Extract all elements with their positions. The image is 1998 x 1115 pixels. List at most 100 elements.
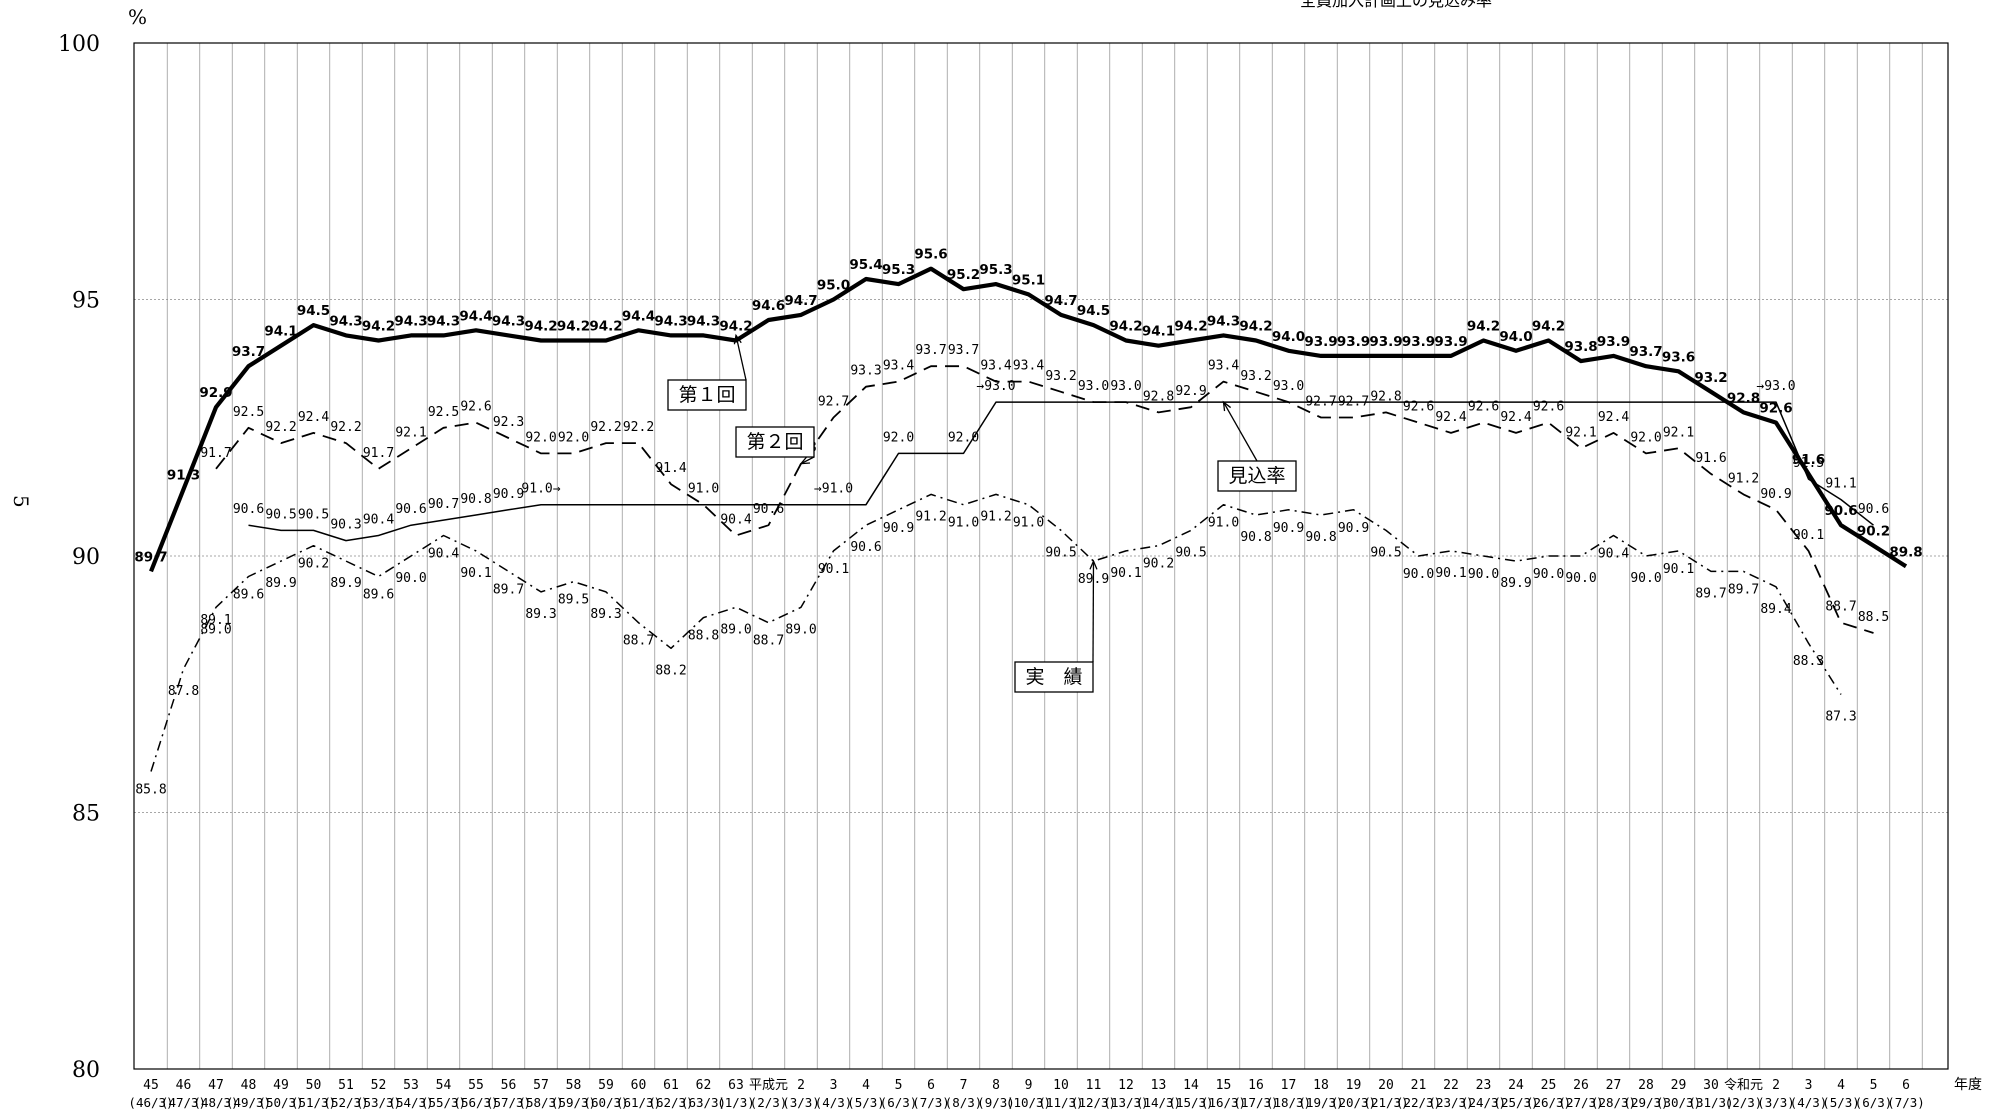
data-label: 92.1 — [1565, 425, 1596, 440]
data-label: 90.1 — [1110, 566, 1141, 581]
data-label: 90.1 — [818, 562, 849, 577]
x-tick-date: (29/3) — [1623, 1095, 1668, 1110]
data-label: 90.9 — [1760, 487, 1791, 502]
x-tick-label: 13 — [1151, 1078, 1167, 1093]
x-tick-label: 45 — [143, 1078, 159, 1093]
data-label: 90.8 — [1240, 530, 1271, 545]
data-label: 94.7 — [1044, 293, 1077, 309]
x-tick-date: (10/3) — [1006, 1095, 1051, 1110]
data-label: 91.0 — [688, 482, 719, 497]
data-label: 90.8 — [1305, 530, 1336, 545]
data-label: →91.0 — [814, 482, 853, 497]
data-label: 91.0→ — [521, 482, 560, 497]
data-label: 95.6 — [914, 247, 947, 263]
data-label: 93.3 — [850, 364, 881, 379]
series-line-dashdot — [150, 493, 1842, 772]
annotation-arrow — [1222, 401, 1258, 462]
data-label: 90.4 — [1598, 546, 1629, 561]
data-label: 94.3 — [1207, 313, 1240, 329]
x-tick-date: (19/3) — [1298, 1095, 1343, 1110]
x-tick-label: 49 — [273, 1078, 289, 1093]
annotation-label: 第１回 — [678, 384, 735, 406]
data-label: 95.3 — [979, 262, 1012, 278]
data-label: 90.4 — [720, 512, 751, 527]
data-label: 92.6 — [1533, 400, 1564, 415]
data-label: 89.0 — [720, 622, 751, 637]
y-axis-label: % — [128, 5, 147, 29]
x-tick-date: (27/3) — [1558, 1095, 1603, 1110]
data-label: 89.9 — [265, 576, 296, 591]
data-label: 90.0 — [1630, 571, 1661, 586]
y-tick-label: 80 — [72, 1058, 100, 1083]
data-label: 88.7 — [753, 634, 784, 649]
x-tick-date: (2/3) — [750, 1095, 788, 1110]
data-label: 88.7 — [623, 634, 654, 649]
x-tick-date: (24/3) — [1461, 1095, 1506, 1110]
data-label: 88.2 — [655, 663, 686, 678]
data-label: 94.2 — [1174, 319, 1207, 335]
data-label: 90.4 — [363, 512, 394, 527]
axes: 80859095100%45(46/3)46(47/3)47(48/3)48(4… — [58, 5, 1982, 1110]
data-label: 90.2 — [298, 557, 329, 572]
x-tick-label: 53 — [403, 1078, 419, 1093]
x-tick-label: 47 — [208, 1078, 224, 1093]
y-tick-label: 95 — [72, 289, 100, 314]
data-label: 94.7 — [784, 293, 817, 309]
x-tick-label: 57 — [533, 1078, 549, 1093]
x-tick-label: 17 — [1281, 1078, 1297, 1093]
x-tick-date: (53/3) — [356, 1095, 401, 1110]
data-label: 89.7 — [1695, 586, 1726, 601]
data-label: 91.5 — [1793, 456, 1824, 471]
data-label: 93.7 — [232, 344, 265, 360]
x-tick-label: 2 — [1772, 1078, 1780, 1093]
data-label: 92.2 — [590, 420, 621, 435]
x-tick-date: (12/3) — [1071, 1095, 1116, 1110]
x-tick-label: 54 — [436, 1078, 452, 1093]
x-tick-label: 30 — [1703, 1078, 1719, 1093]
data-label: 94.1 — [264, 324, 297, 340]
data-label: 93.9 — [1369, 334, 1402, 350]
data-label: 94.5 — [297, 303, 330, 319]
data-label: 92.8 — [1727, 390, 1760, 406]
data-label: 93.9 — [1402, 334, 1435, 350]
data-label: 90.9 — [1273, 521, 1304, 536]
data-label: 94.3 — [329, 313, 362, 329]
x-tick-label: 6 — [927, 1078, 935, 1093]
annotation-arrow — [735, 335, 747, 381]
data-label: 90.9 — [1338, 521, 1369, 536]
data-label: 93.7 — [915, 343, 946, 358]
data-label: 92.3 — [493, 415, 524, 430]
x-tick-label: 46 — [176, 1078, 192, 1093]
y-tick-label: 85 — [72, 802, 100, 827]
x-tick-label: 61 — [663, 1078, 679, 1093]
data-label: 91.3 — [167, 467, 200, 483]
data-label: 94.0 — [1272, 329, 1305, 345]
data-label: 90.2 — [1143, 557, 1174, 572]
data-label: 94.2 — [1239, 319, 1272, 335]
data-label: 92.7 — [818, 394, 849, 409]
x-tick-date: (4/3) — [1790, 1095, 1828, 1110]
data-label: 91.2 — [915, 509, 946, 524]
x-tick-label: 29 — [1671, 1078, 1687, 1093]
data-label: 92.2 — [265, 420, 296, 435]
x-tick-date: (56/3) — [453, 1095, 498, 1110]
data-label: 92.8 — [1143, 389, 1174, 404]
data-label: 91.2 — [1728, 471, 1759, 486]
data-label: 89.9 — [1500, 576, 1531, 591]
x-tick-label: 60 — [631, 1078, 647, 1093]
data-label: 88.7 — [1825, 600, 1856, 615]
data-label: 92.1 — [395, 425, 426, 440]
data-label: 94.4 — [622, 308, 655, 324]
x-tick-date: (26/3) — [1526, 1095, 1571, 1110]
data-label: 90.6 — [233, 502, 264, 517]
data-label: 94.2 — [1109, 319, 1142, 335]
data-label: 94.2 — [1532, 319, 1565, 335]
data-label: 90.6 — [850, 540, 881, 555]
x-tick-date: (63/3) — [681, 1095, 726, 1110]
series-line-thin — [248, 401, 1874, 542]
x-tick-label: 3 — [830, 1078, 838, 1093]
data-label: 91.0 — [948, 516, 979, 531]
x-tick-date: (8/3) — [945, 1095, 983, 1110]
data-label: 90.6 — [753, 502, 784, 517]
